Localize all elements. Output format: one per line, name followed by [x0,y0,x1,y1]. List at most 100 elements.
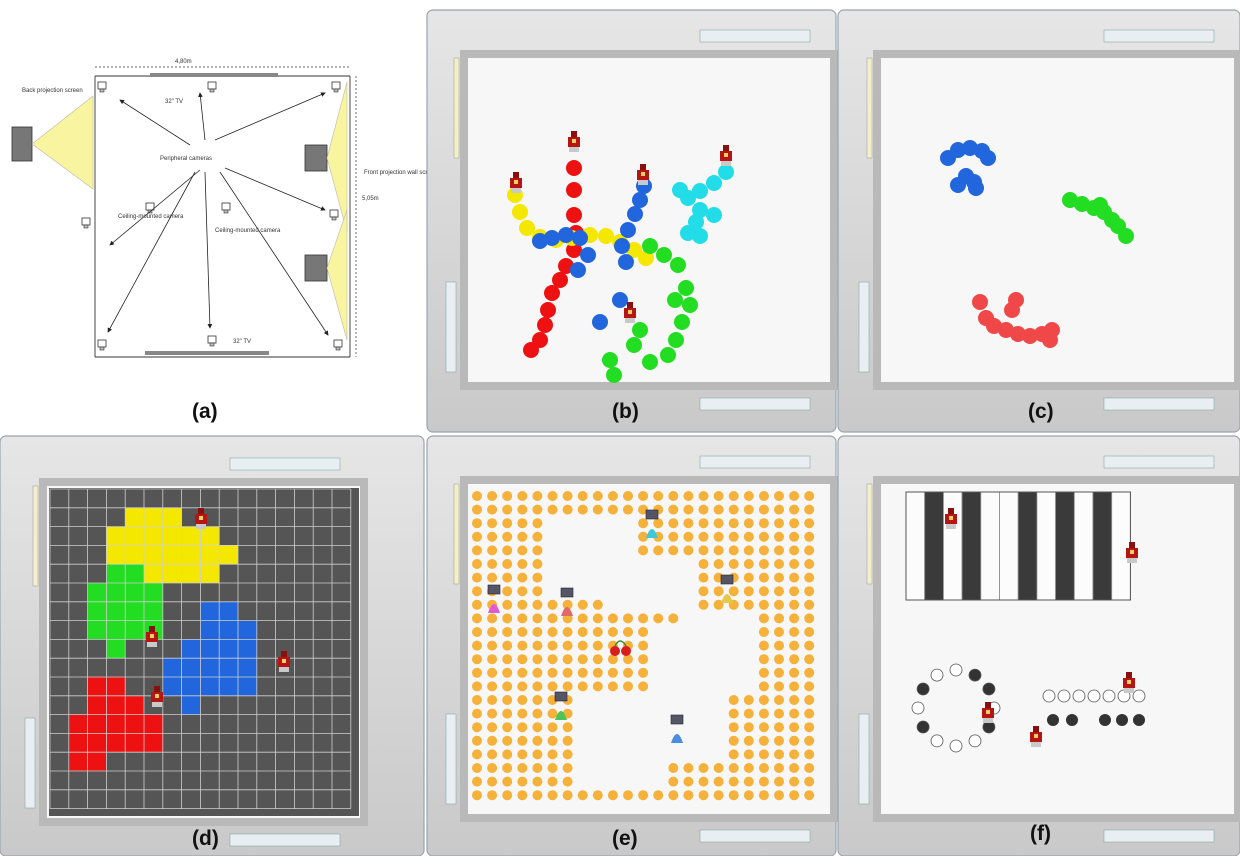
grid-cell-red [87,677,107,696]
ghost-icon [721,594,733,603]
projector-beam-right-bottom [326,209,348,341]
pellet [743,735,754,746]
ceiling-camera-left-label: Ceiling-mounted camera [118,214,184,220]
wall-shelf [229,833,341,847]
circle-black [916,682,930,696]
pellet [758,749,769,760]
pellet [804,559,815,569]
pellet [472,518,482,529]
tv-bottom-label: 32" TV [233,339,251,345]
pellet [638,654,649,665]
pellet [472,790,482,801]
wall-door [445,713,457,805]
pellet [728,763,739,773]
cherry-icon [610,640,631,656]
pellet [502,776,513,787]
wall-shelf [699,29,811,43]
pellet [774,559,784,569]
pellet [774,545,784,556]
grid-cell-yellow [125,507,144,527]
pellet [562,776,573,787]
pellet [774,722,784,733]
wall-shelf [1103,29,1215,43]
pellet [607,681,618,692]
grid-cell-yellow [106,545,126,565]
pellet [532,627,543,637]
pellet [562,627,573,637]
pellet [502,654,513,665]
pellet [607,491,618,501]
ghost-icon [488,604,500,613]
wall-shelf [699,829,811,843]
pellet [758,518,769,529]
pellet [502,695,513,705]
pellet [728,790,739,801]
grid-cell-yellow [144,526,163,546]
trajectory-point [566,160,582,176]
grid-cell-red [125,714,144,734]
pellet [774,640,784,651]
grid-cell-red [125,733,144,753]
cluster-point [980,150,996,166]
pellet [577,654,588,665]
piano-key-white [1036,491,1057,601]
pellet [653,790,664,801]
pellet [547,627,558,637]
grid-cell-yellow [125,526,144,546]
pellet [698,776,709,787]
grid-cell-green [106,620,126,640]
grid-cell-yellow [106,526,126,546]
pellet [517,627,528,637]
pellet [472,654,482,665]
pellet [789,627,800,637]
cluster-point [1118,228,1134,244]
pellet [804,790,815,801]
grid-cell-green [125,564,144,583]
grid-cell-red [87,733,107,753]
pellet [487,504,498,515]
panel-c-clusters: (c) [940,140,1134,423]
pellet [532,613,543,624]
pellet [562,599,573,610]
trajectory-point [680,225,696,241]
ceiling-camera-icon [221,202,231,214]
pellet [758,586,769,597]
pellet [532,681,543,692]
pellet [472,572,482,583]
pellet [517,599,528,610]
pellet [502,504,513,515]
pellet [728,586,739,597]
pellet [758,504,769,515]
pellet [532,763,543,773]
grid-cell-blue [200,620,220,640]
circle-white [1132,689,1146,703]
pellet [728,545,739,556]
cluster-point [1022,328,1038,344]
camera-icon [97,81,107,93]
pellet [653,518,664,529]
trajectory-point [558,227,574,243]
pellet [487,531,498,542]
pellet [487,559,498,569]
pellet [562,722,573,733]
pellet [502,545,513,556]
peripheral-cameras-label: Peripheral cameras [160,156,212,162]
pellet [562,749,573,760]
pellet [774,613,784,624]
pellet [517,572,528,583]
pellet [532,599,543,610]
pellet [532,504,543,515]
trajectory-point [706,207,722,223]
player-tag [670,714,684,725]
pellet [532,518,543,529]
trajectory-point [682,297,698,313]
panel-d-grid-regions: (d) [49,488,359,850]
grid-cell-blue [181,695,201,715]
pellet [577,790,588,801]
camera-icon [97,339,107,351]
pellet [713,599,724,610]
pellet [592,599,603,610]
pellet [487,613,498,624]
pellet [517,722,528,733]
pellet [713,790,724,801]
